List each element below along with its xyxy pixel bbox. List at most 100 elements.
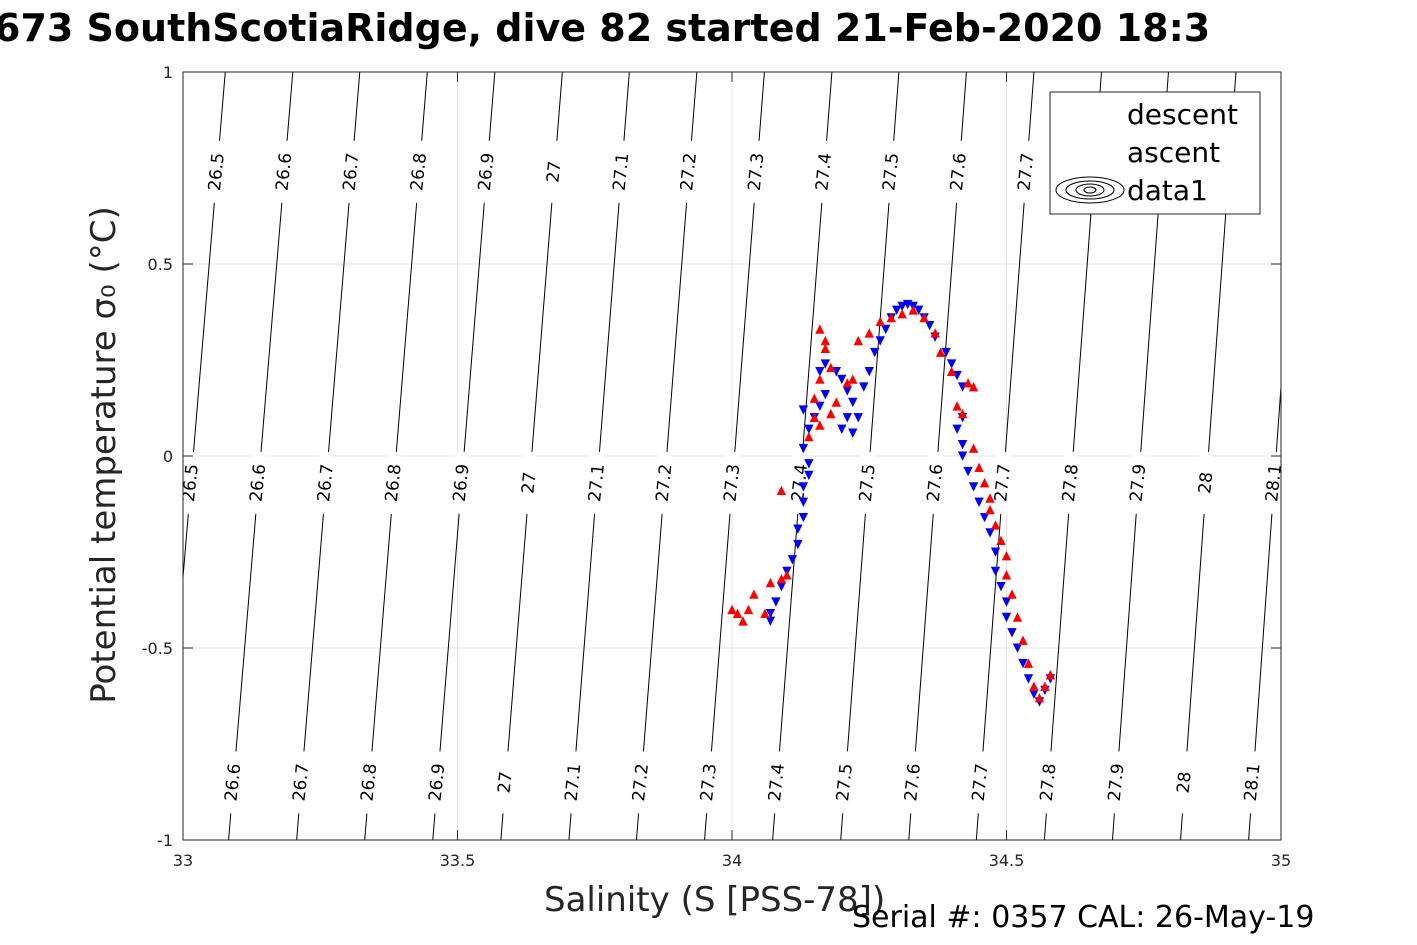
- contour-label: 27.7: [991, 463, 1015, 503]
- ascent-point: [820, 335, 831, 346]
- contour-label: 26.9: [475, 152, 499, 192]
- contour-label: 27.8: [1037, 763, 1061, 803]
- descent-point: [974, 497, 984, 507]
- ascent-point: [815, 420, 825, 430]
- contour-label-bg: [522, 451, 537, 514]
- descent-point: [924, 320, 935, 331]
- legend-label-descent: descent: [1127, 98, 1238, 131]
- ascent-point: [809, 412, 820, 423]
- descent-point: [1012, 643, 1023, 653]
- ascent-point: [1040, 681, 1050, 691]
- ascent-point: [935, 347, 946, 357]
- ascent-point: [815, 374, 825, 384]
- contour-label-bg: [973, 751, 988, 814]
- contour-label: 27.5: [833, 763, 857, 803]
- contour-label: 26.6: [221, 763, 245, 803]
- contour-label-bg: [749, 140, 764, 203]
- ascent-point: [974, 462, 984, 473]
- ascent-point: [732, 608, 743, 618]
- descent-point: [957, 451, 968, 461]
- y-tick-label: -1: [157, 831, 173, 850]
- contour-label: 26.7: [340, 152, 364, 192]
- contour-label-bg: [209, 140, 224, 203]
- data-points: [727, 109, 1095, 707]
- descent-point: [990, 547, 1001, 557]
- contour-label-bg: [479, 140, 494, 203]
- contour-label-bg: [1177, 751, 1192, 814]
- descent-point: [1007, 628, 1017, 638]
- descent-point: [815, 367, 825, 377]
- contour-label-bg: [770, 751, 785, 814]
- contour-label: 26.5: [179, 463, 203, 503]
- descent-point: [1023, 674, 1034, 684]
- descent-point: [990, 566, 1001, 577]
- ascent-point: [963, 378, 973, 388]
- ascent-point: [738, 616, 748, 626]
- contour-label: 27.9: [1127, 463, 1151, 503]
- descent-point: [897, 301, 907, 312]
- descent-point: [798, 443, 809, 454]
- descent-point: [1001, 612, 1012, 623]
- x-axis-label: Salinity (S [PSS-78]): [544, 880, 886, 920]
- contour-label-bg: [547, 140, 562, 203]
- descent-point: [892, 305, 902, 315]
- descent-point: [957, 439, 968, 450]
- ascent-point: [1012, 612, 1023, 622]
- contour-label: 26.9: [426, 763, 450, 803]
- legend-contour-icon: [1083, 186, 1097, 194]
- contour-label-bg: [1267, 451, 1281, 514]
- ascent-point: [853, 335, 863, 346]
- descent-point: [848, 428, 858, 438]
- contour-label-bg: [906, 751, 921, 814]
- legend-contour-icon: [1075, 183, 1105, 197]
- contour-label: 27.5: [856, 463, 880, 503]
- contour-label: 27.6: [947, 152, 971, 192]
- contour-label: 27.2: [629, 763, 653, 803]
- ascent-point: [804, 431, 814, 442]
- x-tick-label: 34.5: [989, 851, 1025, 870]
- descent-point: [842, 413, 852, 423]
- contour-label-bg: [928, 451, 943, 514]
- contour-label: 27.3: [720, 463, 744, 503]
- ascent-point: [848, 374, 858, 384]
- contour-label-bg: [702, 751, 717, 814]
- ascent-point: [1001, 550, 1012, 561]
- ascent-point: [760, 608, 770, 618]
- ascent-point: [990, 520, 1001, 530]
- contour-label: 27.1: [585, 463, 609, 503]
- contour-label: 28: [1174, 771, 1196, 795]
- contour-label: 27.3: [745, 152, 769, 192]
- contour-label-bg: [183, 451, 198, 514]
- contour-label-bg: [294, 751, 309, 814]
- contour-label-bg: [1063, 451, 1078, 514]
- ascent-point: [826, 362, 836, 373]
- x-tick-label: 35: [1271, 851, 1291, 870]
- contour-label-bg: [454, 451, 469, 514]
- contour-label: 26.6: [247, 463, 271, 503]
- contour-label-bg: [657, 451, 672, 514]
- legend-label-data1: data1: [1127, 174, 1208, 207]
- contour-label: 27.3: [697, 763, 721, 803]
- ascent-point: [886, 312, 896, 323]
- contour-label-bg: [498, 751, 513, 814]
- contour-label: 27.9: [1105, 763, 1129, 803]
- contour-label: 27.8: [1059, 463, 1083, 503]
- x-tick-label: 34: [722, 851, 742, 870]
- descent-point: [985, 528, 995, 538]
- contour-label: 26.5: [205, 152, 229, 192]
- contour-label: 26.7: [289, 763, 313, 803]
- contour-label-bg: [319, 451, 334, 514]
- ascent-point: [985, 504, 995, 515]
- ascent-point: [864, 328, 874, 338]
- contour-label-bg: [277, 140, 292, 203]
- ascent-point: [820, 343, 831, 353]
- ascent-point: [985, 493, 995, 503]
- ascent-point: [875, 316, 885, 327]
- descent-point: [798, 405, 809, 415]
- y-axis-label: Potential temperature σ₀ (°C): [84, 206, 124, 704]
- y-tick-label: 0: [163, 447, 173, 466]
- ascent-point: [952, 401, 962, 411]
- descent-point: [979, 512, 990, 523]
- contour-label: 27: [543, 160, 565, 184]
- contour-label-bg: [362, 751, 377, 814]
